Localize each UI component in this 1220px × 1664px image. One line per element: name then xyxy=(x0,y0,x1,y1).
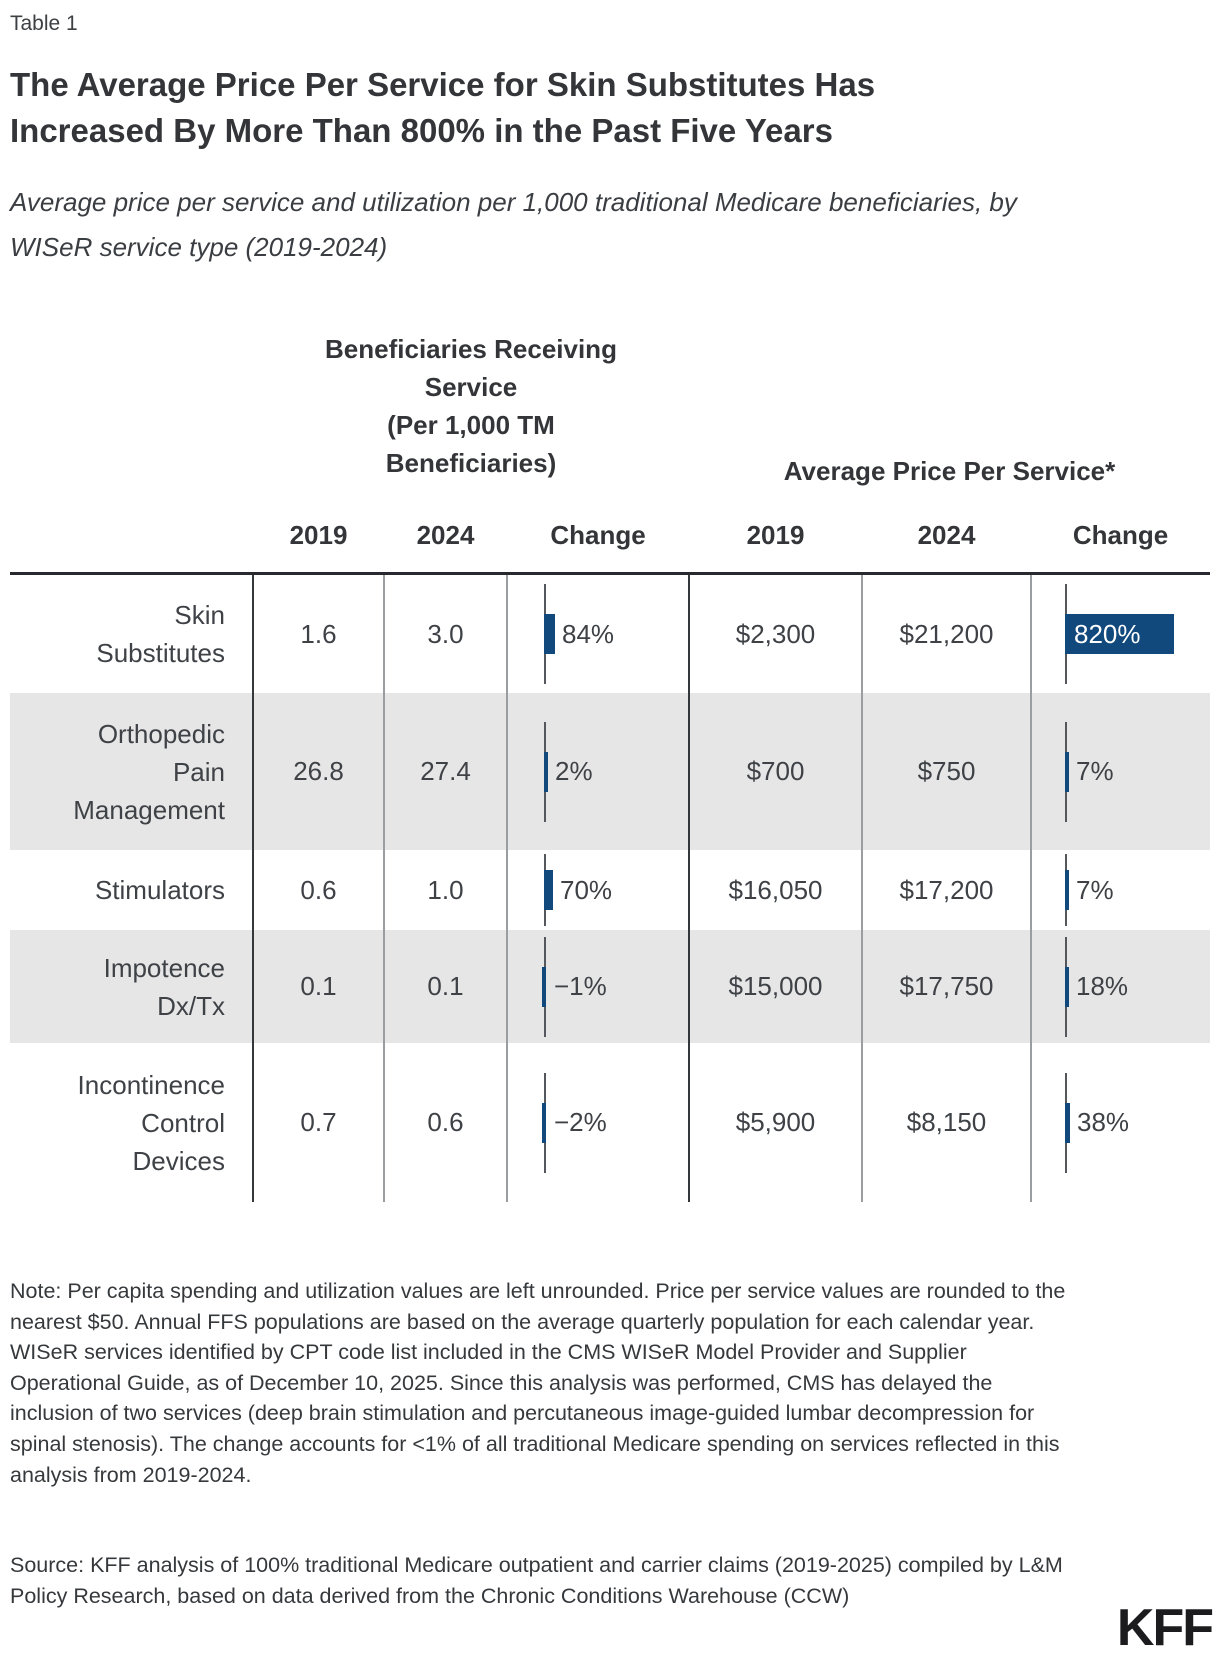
beneficiaries-2019-value: 1.6 xyxy=(300,618,337,649)
beneficiaries-change-bar xyxy=(542,966,546,1007)
beneficiaries-change-label: −2% xyxy=(554,1107,607,1137)
price-change-label: 7% xyxy=(1076,756,1114,786)
table-row-background xyxy=(10,693,1210,850)
beneficiaries-change-bar xyxy=(544,614,555,654)
beneficiaries-change-bar xyxy=(542,1102,546,1143)
price-2019-value: $16,050 xyxy=(728,874,823,905)
beneficiaries-change-header: Change xyxy=(550,520,646,550)
column-divider-light xyxy=(1030,575,1032,1202)
price-2019-value: $5,900 xyxy=(735,1107,816,1137)
price-2024-header: 2024 xyxy=(917,520,976,550)
price-group-header: Average Price Per Service* xyxy=(783,456,1116,486)
note-text: Note: Per capita spending and utilizatio… xyxy=(10,1279,1066,1487)
beneficiaries-2024-header: 2024 xyxy=(416,520,475,550)
price-2019-value: $700 xyxy=(746,756,805,786)
beneficiaries-2024-value: 3.0 xyxy=(427,618,464,649)
price-2019-value: $15,000 xyxy=(728,971,823,1001)
beneficiaries-2019-value: 0.7 xyxy=(300,1107,337,1137)
price-change-header: Change xyxy=(1072,520,1169,550)
beneficiaries-change-label: 84% xyxy=(562,618,615,649)
beneficiaries-change-bar xyxy=(544,870,553,910)
beneficiaries-change-label: −1% xyxy=(554,971,607,1001)
beneficiaries-2019-value: 0.6 xyxy=(300,874,337,905)
beneficiaries-group-header-line: (Per 1,000 TM xyxy=(387,410,555,440)
column-divider-dark xyxy=(688,575,690,1202)
beneficiaries-2024-value: 27.4 xyxy=(420,756,471,786)
price-change-label: 18% xyxy=(1076,971,1129,1001)
beneficiaries-change-label: 70% xyxy=(560,874,613,905)
column-divider-dark xyxy=(252,575,254,1202)
column-divider-light xyxy=(506,575,508,1202)
price-change-bar xyxy=(1065,1102,1070,1143)
price-2019-header: 2019 xyxy=(746,520,805,550)
beneficiaries-2019-value: 0.1 xyxy=(300,971,337,1001)
service-label: Stimulators xyxy=(94,875,225,905)
table-row-background xyxy=(10,575,1210,693)
price-2024-value: $17,750 xyxy=(899,971,994,1001)
price-change-bar xyxy=(1065,614,1174,654)
beneficiaries-2019-header: 2019 xyxy=(289,520,348,550)
beneficiaries-change-label: 2% xyxy=(555,756,593,786)
beneficiaries-change-bar xyxy=(544,751,548,792)
table-row-background xyxy=(10,850,1210,930)
beneficiaries-2024-value: 0.6 xyxy=(427,1107,464,1137)
price-2024-value: $21,200 xyxy=(899,618,994,649)
price-change-label: 820% xyxy=(1074,618,1141,649)
service-label: Impotence Dx/Tx xyxy=(103,952,225,1021)
service-label: Skin Substitutes xyxy=(96,600,225,668)
page-subtitle: Average price per service and utilizatio… xyxy=(10,187,1017,262)
price-change-bar xyxy=(1065,966,1069,1007)
price-2019-value: $2,300 xyxy=(735,618,816,649)
table-row-background xyxy=(10,930,1210,1043)
service-label: Incontinence Control Devices xyxy=(77,1069,225,1176)
price-2024-value: $17,200 xyxy=(899,874,994,905)
beneficiaries-group-header-line: Service xyxy=(424,372,518,402)
beneficiaries-2024-value: 1.0 xyxy=(427,874,464,905)
price-change-label: 7% xyxy=(1076,874,1114,905)
source-text: Source: KFF analysis of 100% traditional… xyxy=(10,1553,1063,1608)
price-change-bar xyxy=(1065,751,1069,792)
kff-logo: KFF xyxy=(1116,1599,1214,1657)
service-label: Orthopedic Pain Management xyxy=(73,718,225,825)
page-title: The Average Price Per Service for Skin S… xyxy=(10,66,876,149)
column-divider-light xyxy=(861,575,863,1202)
column-divider-light xyxy=(383,575,385,1202)
price-2024-value: $750 xyxy=(917,756,976,786)
beneficiaries-group-header: Beneficiaries Receiving Service (Per 1,000… xyxy=(253,330,689,482)
beneficiaries-2019-value: 26.8 xyxy=(293,756,344,786)
table-number-label: Table 1 xyxy=(10,12,78,35)
price-change-label: 38% xyxy=(1077,1107,1130,1137)
beneficiaries-group-header-line: Beneficiaries) xyxy=(385,448,557,478)
beneficiaries-2024-value: 0.1 xyxy=(427,971,464,1001)
table-top-border xyxy=(10,572,1210,575)
price-2024-value: $8,150 xyxy=(906,1107,987,1137)
beneficiaries-group-header-line: Beneficiaries Receiving xyxy=(325,334,617,364)
price-change-bar xyxy=(1065,870,1069,910)
table-row-background xyxy=(10,1043,1210,1202)
